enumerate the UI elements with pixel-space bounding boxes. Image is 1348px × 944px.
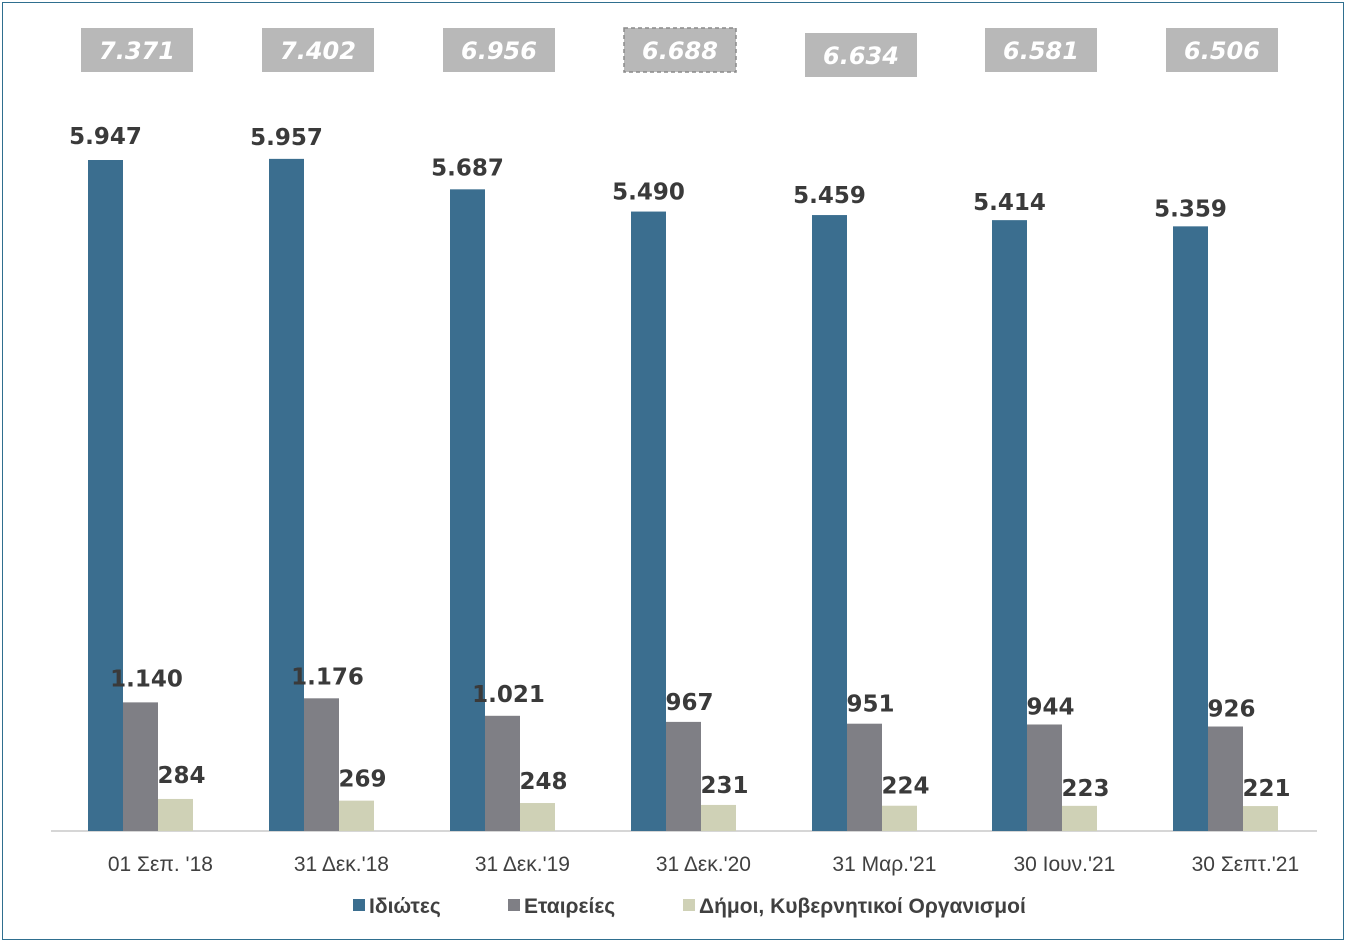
total-box — [623, 27, 737, 73]
data-label: 1.176 — [291, 664, 364, 690]
bar-chart: 5.947 1.140 284 7.371 01 Σεπ. '18 5.957 1.176 2… — [51, 27, 1317, 918]
bar-idiotes-6 — [1173, 226, 1208, 831]
total-box — [443, 28, 555, 72]
data-label: 944 — [1026, 694, 1074, 720]
x-tick-label: 31 Δεκ.'20 — [656, 853, 751, 876]
bar-idiotes-4 — [812, 215, 847, 831]
data-label: 926 — [1207, 697, 1255, 723]
x-tick-label: 30 Ιουν.'21 — [1013, 853, 1115, 876]
data-label: 248 — [519, 769, 567, 795]
data-label: 221 — [1242, 776, 1290, 802]
data-label: 5.414 — [973, 190, 1046, 216]
total-label: 6.956 — [461, 37, 537, 65]
bar-idiotes-1 — [269, 158, 304, 831]
legend-swatch — [508, 899, 520, 911]
bar-etaireies-1 — [304, 698, 339, 831]
total-label: 7.402 — [280, 37, 356, 65]
total-label: 6.506 — [1184, 37, 1260, 65]
total-box — [262, 28, 374, 72]
total-box — [1166, 28, 1278, 72]
data-label: 5.687 — [431, 155, 504, 181]
data-label: 1.140 — [110, 666, 183, 692]
x-tick-label: 30 Σεπτ.'21 — [1192, 853, 1300, 876]
data-label: 223 — [1061, 776, 1109, 802]
bar-dimoi-1 — [339, 800, 374, 831]
legend-label: Ιδιώτες — [369, 895, 441, 918]
bar-etaireies-3 — [666, 721, 701, 831]
bar-idiotes-2 — [450, 189, 485, 831]
data-label: 1.021 — [472, 682, 545, 708]
data-label: 5.947 — [69, 124, 142, 150]
bar-etaireies-6 — [1208, 726, 1243, 831]
legend-swatch — [683, 899, 695, 911]
bar-dimoi-4 — [882, 805, 917, 831]
total-box — [805, 33, 917, 77]
legend-item-dimoi: Δήμοι, Κυβερνητικοί Οργανισμοί — [683, 895, 1026, 918]
x-tick-label: 01 Σεπ. '18 — [108, 853, 213, 876]
total-label: 6.581 — [1003, 37, 1079, 65]
bar-dimoi-5 — [1062, 805, 1097, 831]
bar-dimoi-3 — [701, 804, 736, 831]
legend-swatch — [353, 899, 365, 911]
legend-item-idiotes: Ιδιώτες — [353, 895, 441, 918]
bar-dimoi-2 — [520, 803, 555, 831]
bar-idiotes-3 — [631, 211, 666, 832]
x-tick-label: 31 Δεκ.'18 — [294, 853, 389, 876]
data-label: 951 — [846, 692, 894, 718]
total-label: 6.688 — [642, 37, 718, 65]
bar-idiotes-0 — [88, 160, 123, 831]
data-label: 5.459 — [793, 183, 866, 209]
bar-etaireies-2 — [485, 715, 520, 831]
bar-dimoi-0 — [158, 798, 193, 831]
data-label: 231 — [700, 773, 748, 799]
data-label: 5.490 — [612, 180, 685, 206]
legend-label: Δήμοι, Κυβερνητικοί Οργανισμοί — [699, 895, 1026, 918]
total-label: 6.634 — [823, 42, 899, 70]
data-label: 5.359 — [1154, 196, 1227, 222]
total-box — [81, 28, 193, 72]
data-label: 224 — [881, 774, 929, 800]
data-label: 284 — [157, 763, 205, 789]
x-tick-label: 31 Μαρ.'21 — [832, 853, 936, 876]
total-box — [985, 28, 1097, 72]
bar-dimoi-6 — [1243, 806, 1278, 831]
bar-idiotes-5 — [992, 220, 1027, 832]
legend-label: Εταιρείες — [524, 895, 615, 918]
bar-etaireies-4 — [847, 723, 882, 831]
data-label: 967 — [665, 690, 713, 716]
data-label: 5.957 — [250, 125, 323, 151]
total-label: 7.371 — [99, 37, 175, 65]
bar-etaireies-5 — [1027, 724, 1062, 831]
x-tick-label: 31 Δεκ.'19 — [475, 853, 570, 876]
data-label: 269 — [338, 767, 386, 793]
legend-item-etaireies: Εταιρείες — [508, 895, 615, 918]
bar-etaireies-0 — [123, 702, 158, 831]
